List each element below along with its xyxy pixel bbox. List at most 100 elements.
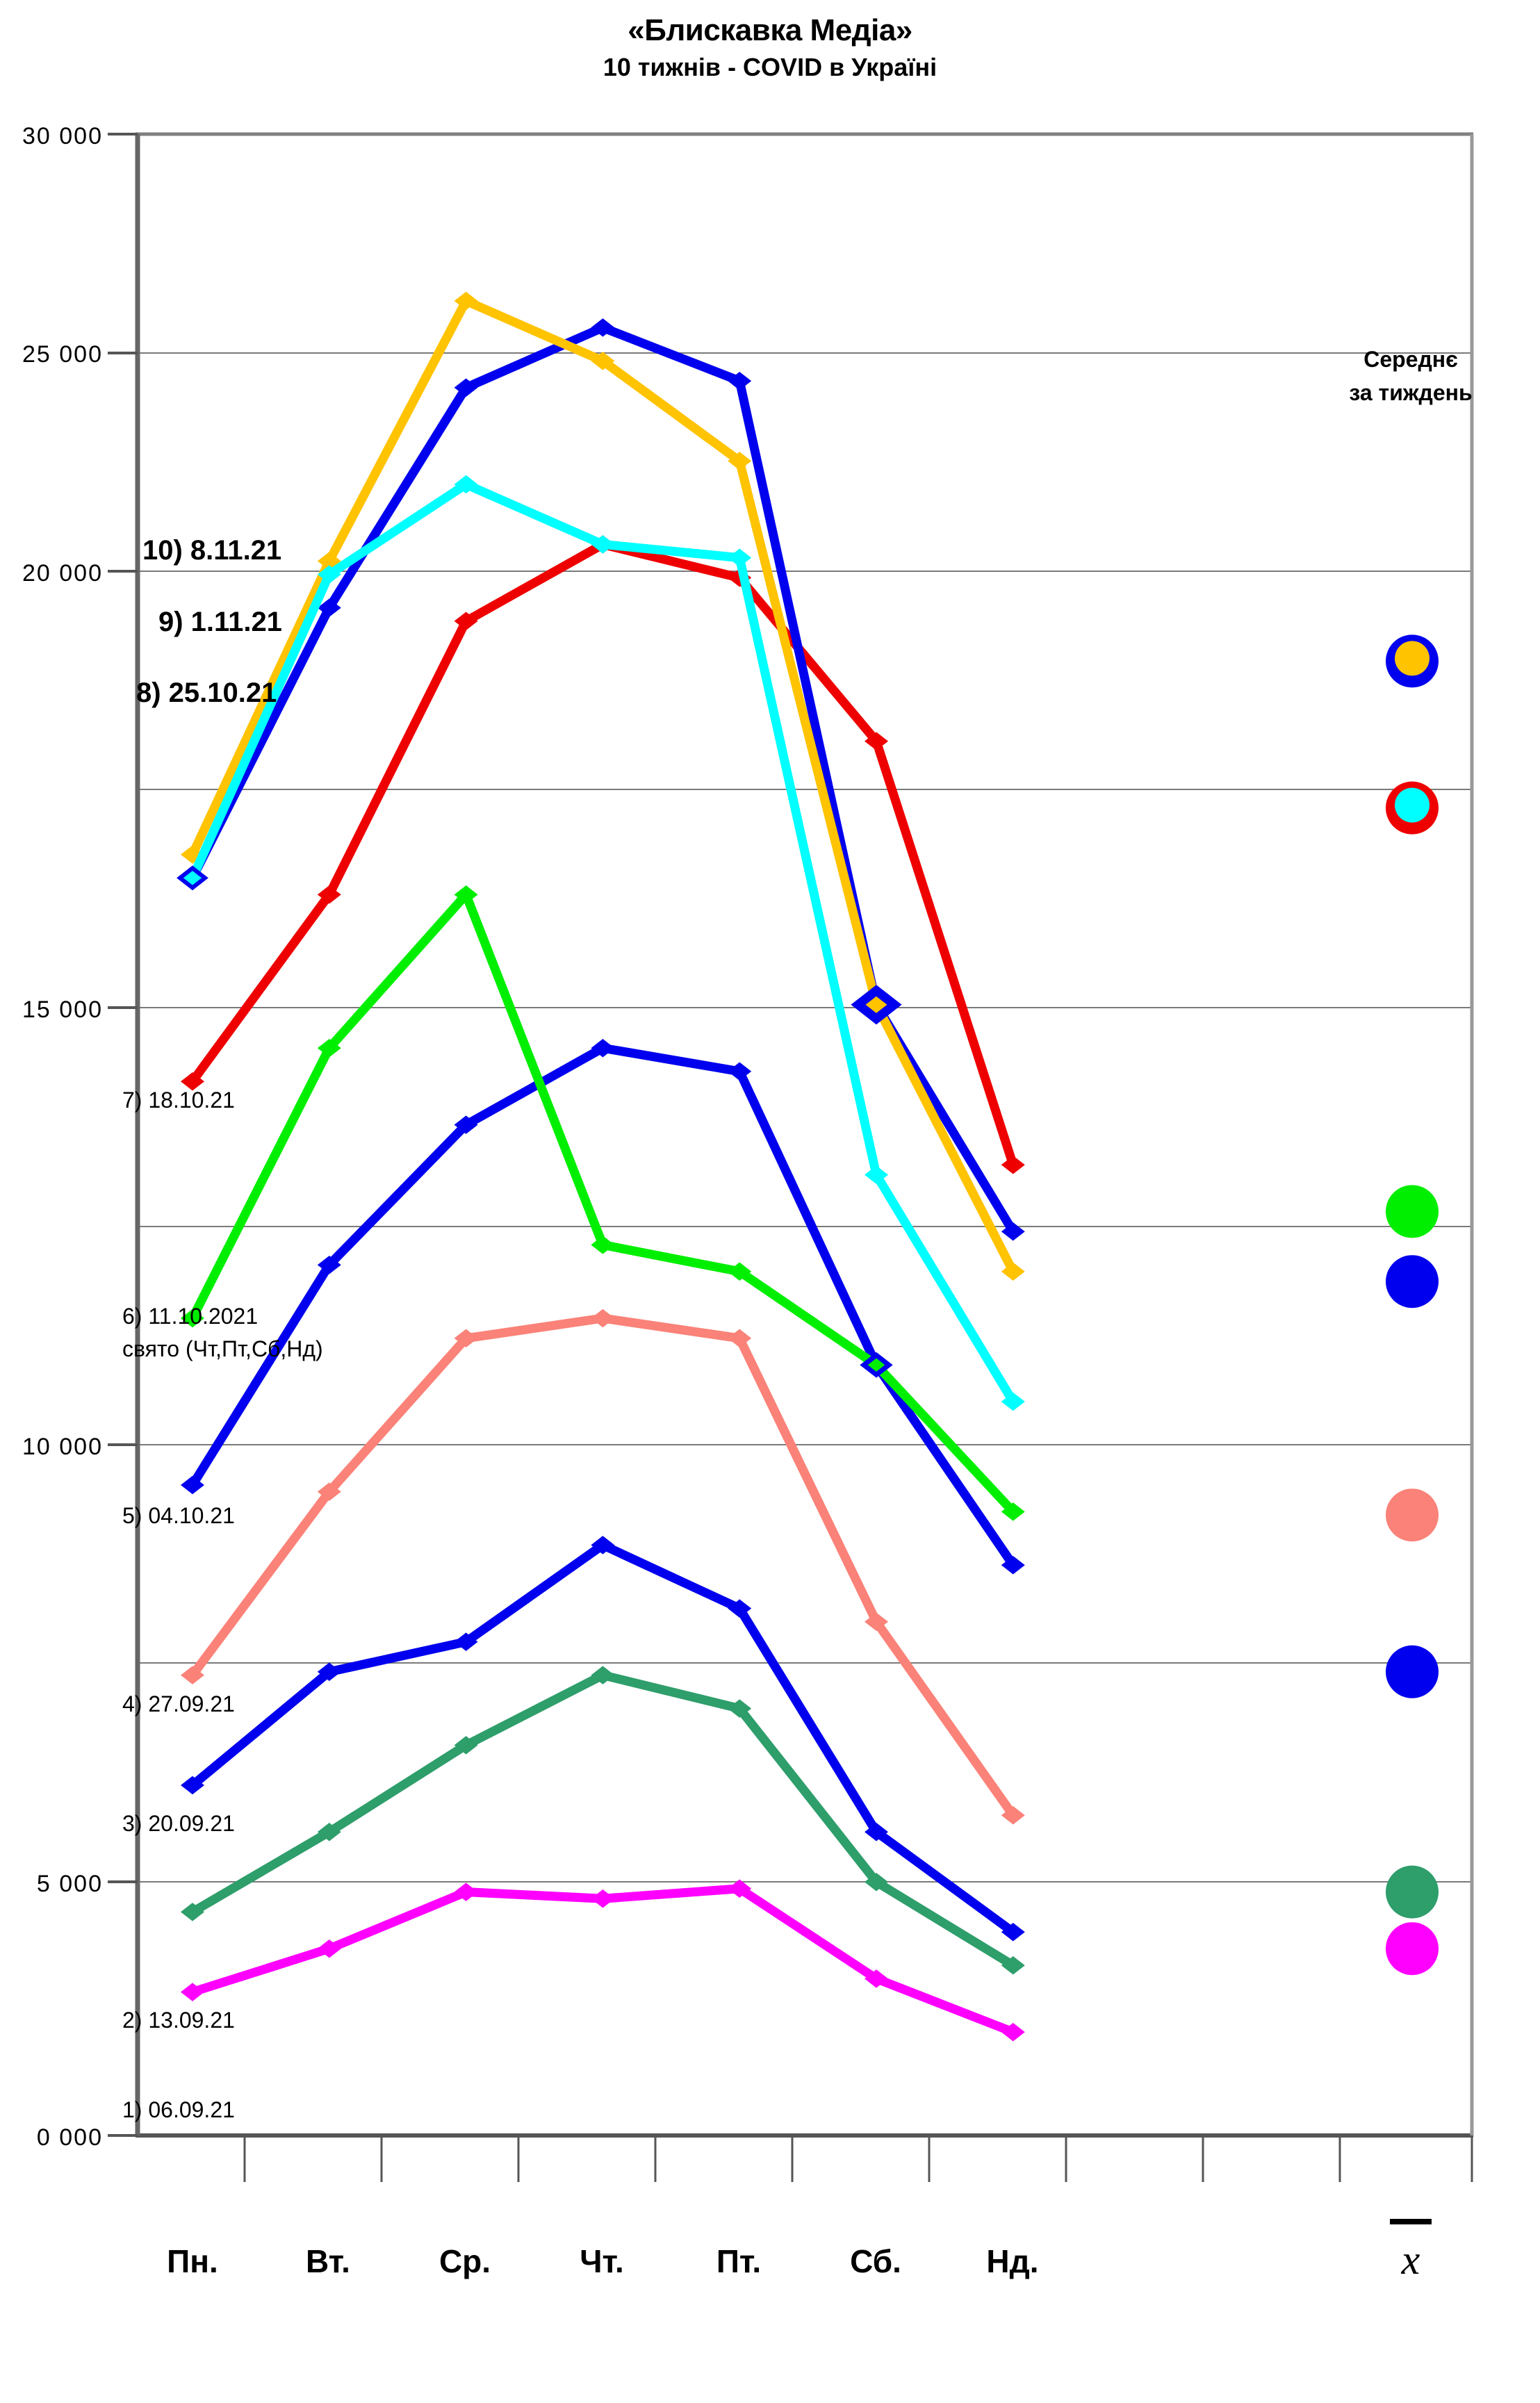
data-point-marker <box>317 1255 341 1274</box>
data-point-marker <box>317 1038 341 1058</box>
data-point-marker <box>728 452 752 470</box>
y-tick-label: 20 000 <box>22 560 103 587</box>
mean-marker-outer <box>1386 1922 1439 1976</box>
mean-marker <box>1386 1255 1439 1309</box>
y-tick-label: 10 000 <box>22 1434 103 1460</box>
data-point-marker <box>1001 2022 1025 2042</box>
data-point-marker <box>591 318 615 337</box>
y-tick-label: 0 000 <box>37 2124 103 2151</box>
mean-marker <box>1386 1488 1439 1542</box>
data-point-marker <box>591 1536 615 1555</box>
series-label-10: 10) 8.11.21 <box>142 535 281 566</box>
data-point-marker <box>181 1475 204 1495</box>
series-label-2: 2) 13.09.21 <box>122 2008 235 2033</box>
series-inline-labels: 10) 8.11.21 9) 1.11.21 8) 25.10.21 7) 18… <box>122 535 323 2122</box>
data-point-marker <box>454 1632 478 1651</box>
data-point-marker <box>1001 1502 1025 1521</box>
data-point-marker <box>591 1666 615 1684</box>
data-point-marker <box>454 475 478 494</box>
mean-marker-outer <box>1386 1865 1439 1919</box>
data-point-marker <box>181 1983 204 2001</box>
x-tick-label-fri: Пт. <box>716 2243 761 2279</box>
mean-heading-line2: за тиждень <box>1349 380 1472 405</box>
x-tick-label-wed: Ср. <box>439 2243 491 2279</box>
page-title: «Блискавка Медіа» <box>628 13 912 47</box>
y-tick-label: 25 000 <box>22 341 103 368</box>
data-point-marker <box>317 1939 341 1958</box>
series-polyline <box>188 479 1017 1404</box>
series-line <box>181 318 1025 1241</box>
page-subtitle: 10 тижнів - COVID в Україні <box>603 52 937 81</box>
data-point-marker <box>865 1969 888 1988</box>
data-point-marker <box>591 1038 615 1058</box>
series-label-7: 7) 18.10.21 <box>122 1088 235 1113</box>
data-point-marker <box>177 865 208 891</box>
mean-marker <box>1386 634 1439 688</box>
series-label-9: 9) 1.11.21 <box>158 607 282 637</box>
data-point-marker <box>181 1072 204 1091</box>
series-polyline <box>188 1043 1017 1568</box>
mean-marker <box>1386 1645 1439 1698</box>
data-point-marker <box>728 1599 752 1618</box>
data-point-marker <box>1001 1922 1025 1942</box>
data-point-marker <box>591 352 615 370</box>
data-point-marker <box>865 1612 888 1632</box>
data-point-marker <box>591 1309 615 1328</box>
x-tick-label-mon: Пн. <box>167 2243 218 2279</box>
series-label-5: 5) 04.10.21 <box>122 1503 235 1528</box>
data-point-marker <box>865 732 888 751</box>
data-point-marker <box>1001 1955 1025 1975</box>
mean-markers-layer <box>1386 634 1439 1976</box>
y-tick-label: 30 000 <box>22 123 103 149</box>
mean-marker <box>1386 1922 1439 1976</box>
data-point-marker <box>454 291 478 311</box>
data-point-marker <box>728 1262 752 1281</box>
data-point-marker <box>1001 1805 1025 1825</box>
data-point-marker <box>181 1666 204 1684</box>
series-polyline <box>191 1884 1015 2037</box>
data-point-marker <box>728 371 752 391</box>
series-line <box>181 291 1025 1281</box>
series-line <box>181 1038 1025 1575</box>
data-point-marker <box>728 1879 752 1898</box>
data-point-marker <box>865 1165 888 1184</box>
series-label-8: 8) 25.10.21 <box>136 678 277 708</box>
data-point-marker <box>1001 1222 1025 1241</box>
data-point-marker <box>317 885 341 904</box>
data-point-marker <box>860 1352 893 1378</box>
chart-title-block: «Блискавка Медіа» 10 тижнів - COVID в Ук… <box>0 13 1540 82</box>
data-point-marker <box>728 1329 752 1348</box>
data-point-marker <box>317 598 341 617</box>
x-tick-label-sat: Сб. <box>850 2243 901 2279</box>
overlap-marker-sat-green <box>860 1352 893 1378</box>
series-line <box>181 1536 1025 1942</box>
mean-marker-outer <box>1386 1185 1439 1238</box>
x-tick-label-mean: x <box>1390 2219 1432 2283</box>
data-point-marker <box>851 985 902 1025</box>
data-point-marker <box>1001 1392 1025 1411</box>
mean-heading-line1: Середнє <box>1363 347 1458 372</box>
data-point-marker <box>454 612 478 631</box>
data-point-marker <box>591 1236 615 1254</box>
data-point-marker <box>181 1309 204 1328</box>
y-axis-labels: 30 000 25 000 20 000 15 000 10 000 5 000… <box>22 123 103 2151</box>
series-line <box>181 1879 1025 2042</box>
data-point-marker <box>454 1883 478 1901</box>
series-polyline <box>189 1539 1016 1936</box>
data-point-marker <box>454 1115 478 1134</box>
data-point-marker <box>865 1822 888 1842</box>
data-point-marker <box>454 885 478 904</box>
data-point-marker <box>181 1775 204 1795</box>
mean-marker-outer <box>1386 1255 1439 1309</box>
mean-marker <box>1386 781 1439 835</box>
data-point-marker <box>317 1482 341 1501</box>
series-layer <box>177 291 1025 2042</box>
y-tick-label: 15 000 <box>22 997 103 1023</box>
series-line <box>181 1309 1025 1825</box>
x-tick-label-tue: Вт. <box>306 2243 350 2279</box>
data-point-marker <box>1001 1262 1025 1281</box>
data-point-marker <box>728 548 752 567</box>
data-point-marker <box>728 1699 752 1718</box>
data-point-marker <box>728 1062 752 1081</box>
series-polyline <box>190 1670 1016 1969</box>
